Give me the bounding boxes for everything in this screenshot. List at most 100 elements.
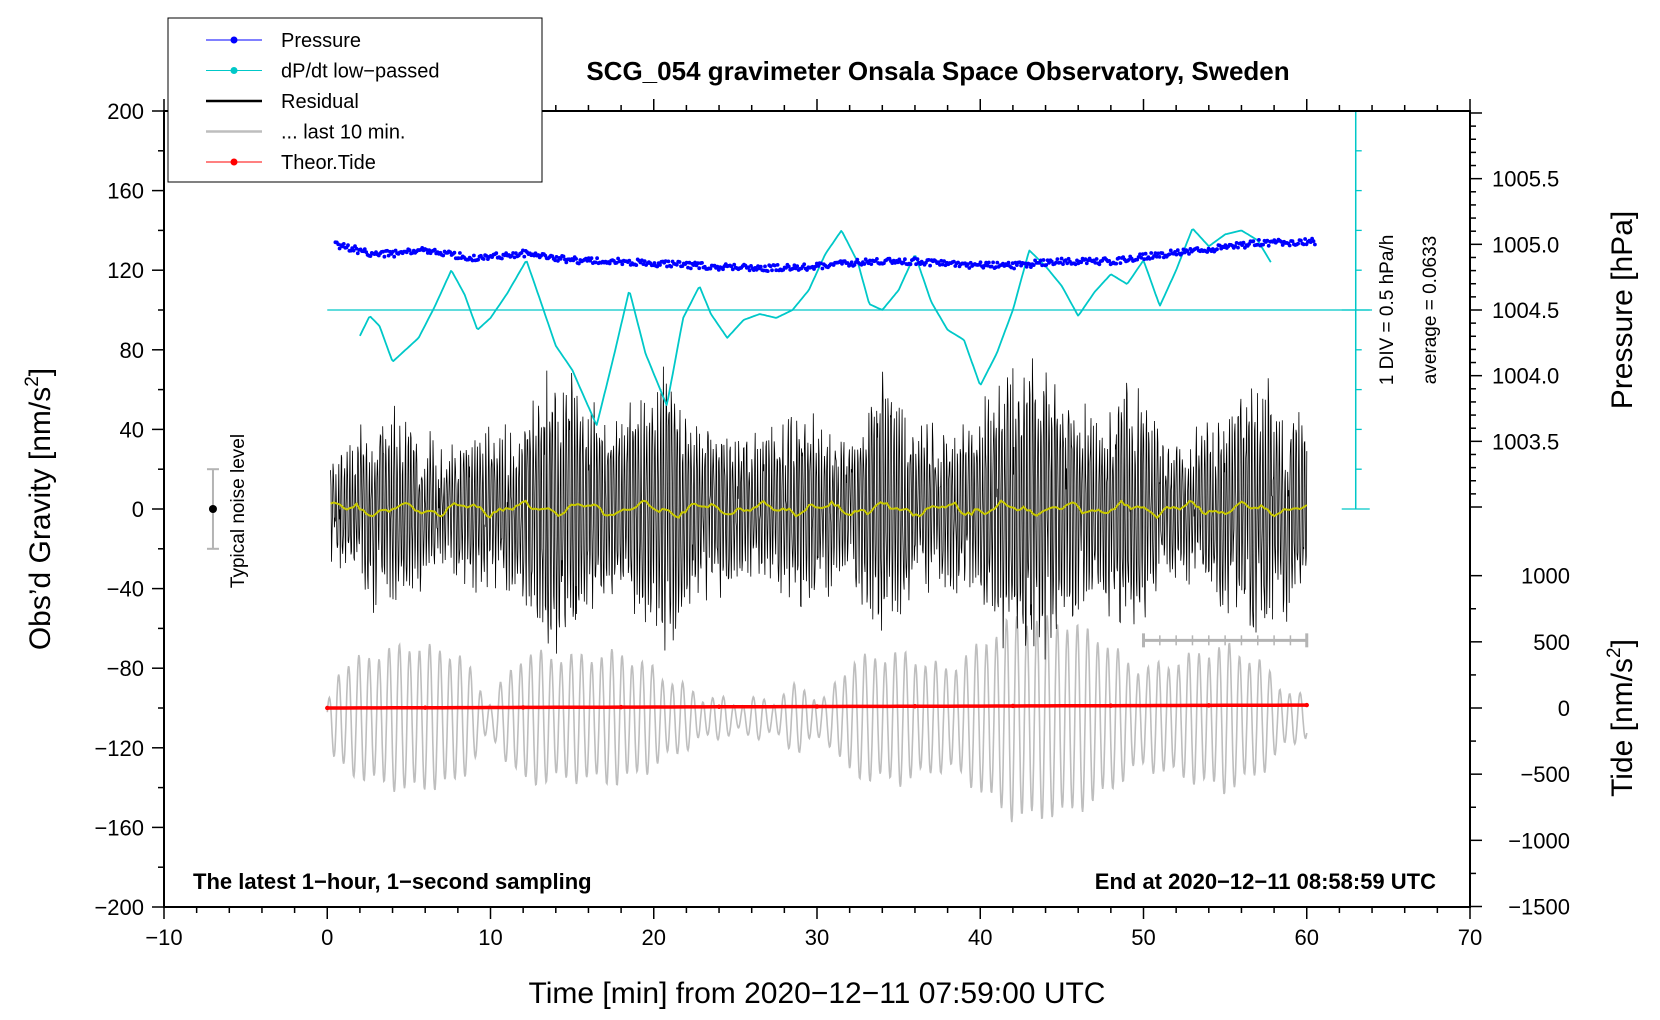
pressure-point xyxy=(995,260,1000,265)
pressure-point xyxy=(1160,251,1165,256)
pressure-point xyxy=(1287,243,1292,248)
pressure-point xyxy=(448,250,453,255)
annotation-div-scale: 1 DIV = 0.5 hPa/h xyxy=(1377,235,1398,386)
pressure-point xyxy=(697,266,702,271)
pressure-point xyxy=(382,254,387,259)
pressure-point xyxy=(978,260,983,265)
x-axis-title: Time [min] from 2020−12−11 07:59:00 UTC xyxy=(529,977,1106,1010)
pressure-point xyxy=(1303,237,1307,241)
y-tick-label: −120 xyxy=(94,736,144,761)
pressure-point xyxy=(1038,258,1043,263)
legend-swatch-marker xyxy=(230,67,238,74)
pressure-point xyxy=(564,260,569,265)
pressure-tick-label: 1005.5 xyxy=(1492,167,1559,192)
pressure-point xyxy=(903,257,907,262)
pressure-point xyxy=(595,256,599,261)
y-tick-label: −200 xyxy=(94,895,144,920)
pressure-point xyxy=(708,266,713,271)
legend-label: Theor.Tide xyxy=(281,152,376,174)
pressure-point xyxy=(1065,261,1070,266)
pressure-point xyxy=(875,257,879,261)
pressure-point xyxy=(869,262,874,266)
pressure-point xyxy=(470,258,475,263)
pressure-point xyxy=(786,264,791,269)
legend-swatch-marker xyxy=(230,158,238,166)
pressure-point xyxy=(868,258,872,263)
pressure-point xyxy=(368,254,373,258)
pressure-point xyxy=(1261,242,1265,247)
pressure-point xyxy=(522,254,527,259)
pressure-point xyxy=(1040,263,1044,268)
pressure-point xyxy=(669,264,674,269)
pressure-point xyxy=(1118,261,1123,265)
pressure-point xyxy=(765,269,770,273)
y-axis-title-tide-text: Tide [nm/s xyxy=(1606,658,1639,797)
pressure-point xyxy=(1055,257,1060,261)
pressure-point xyxy=(852,263,857,267)
pressure-point xyxy=(968,260,973,265)
y-tick-label: 0 xyxy=(132,497,144,522)
pressure-point xyxy=(1029,265,1033,269)
pressure-point xyxy=(1299,238,1303,243)
y-tick-label: 160 xyxy=(107,179,144,204)
pressure-point xyxy=(695,261,700,266)
y-axis-pressure: 1003.5 1004.0 1004.5 1005.0 1005.5 xyxy=(1470,112,1559,508)
pressure-point xyxy=(1187,252,1191,256)
pressure-point xyxy=(754,267,759,272)
pressure-point xyxy=(1031,263,1036,267)
pressure-point xyxy=(816,264,821,268)
pressure-point xyxy=(763,264,767,269)
pressure-point xyxy=(1138,252,1142,257)
y-axis-gravity: −200 −160 −120 −80 −40 0 40 80 120 160 200 xyxy=(94,99,164,920)
x-tick-label: 60 xyxy=(1295,925,1319,950)
y-axis-title-gravity-sup: 2 xyxy=(22,376,43,387)
pressure-point xyxy=(758,264,763,269)
pressure-point xyxy=(953,264,958,268)
y-axis-title-gravity-end: ] xyxy=(24,368,57,376)
plot-area xyxy=(206,110,1373,823)
annotation-noise-level: Typical noise level xyxy=(228,434,249,588)
pressure-point xyxy=(1058,260,1063,265)
pressure-tick-label: 1004.0 xyxy=(1492,364,1559,389)
pressure-point xyxy=(351,248,356,253)
pressure-point xyxy=(642,259,647,263)
pressure-point xyxy=(614,260,619,265)
pressure-point xyxy=(1257,238,1261,242)
y-tick-label: −160 xyxy=(94,815,144,840)
legend-label: ... last 10 min. xyxy=(281,122,406,144)
pressure-point xyxy=(938,263,942,267)
pressure-point xyxy=(774,268,779,273)
pressure-point xyxy=(558,257,563,261)
pressure-point xyxy=(355,251,360,256)
pressure-point xyxy=(747,268,752,273)
pressure-point xyxy=(939,258,944,263)
pressure-point xyxy=(1205,250,1210,254)
y-axis-title-tide: Tide [nm/s2] xyxy=(1604,639,1639,797)
pressure-point xyxy=(337,246,342,251)
pressure-point xyxy=(577,261,581,266)
pressure-point xyxy=(1139,255,1144,260)
pressure-point xyxy=(511,251,515,255)
annotation-end-time: End at 2020−12−11 08:58:59 UTC xyxy=(1095,869,1436,894)
pressure-point xyxy=(849,260,854,265)
pressure-point xyxy=(571,258,576,263)
pressure-point xyxy=(666,259,671,264)
theor-tide-point xyxy=(814,704,820,709)
tide-tick-label: 500 xyxy=(1533,630,1570,655)
pressure-point xyxy=(1168,248,1173,253)
x-tick-label: 10 xyxy=(478,925,502,950)
pressure-point xyxy=(1061,262,1065,266)
pressure-point xyxy=(500,256,504,261)
pressure-point xyxy=(663,259,668,263)
pressure-point xyxy=(952,259,956,264)
pressure-point xyxy=(1044,263,1049,267)
pressure-point xyxy=(589,256,594,261)
y-tick-label: 200 xyxy=(107,99,144,124)
theor-tide-point xyxy=(325,705,330,711)
pressure-point xyxy=(616,256,620,261)
pressure-point xyxy=(915,257,920,262)
pressure-point xyxy=(432,247,437,252)
legend-label: Pressure xyxy=(281,30,361,52)
pressure-point xyxy=(729,264,734,269)
